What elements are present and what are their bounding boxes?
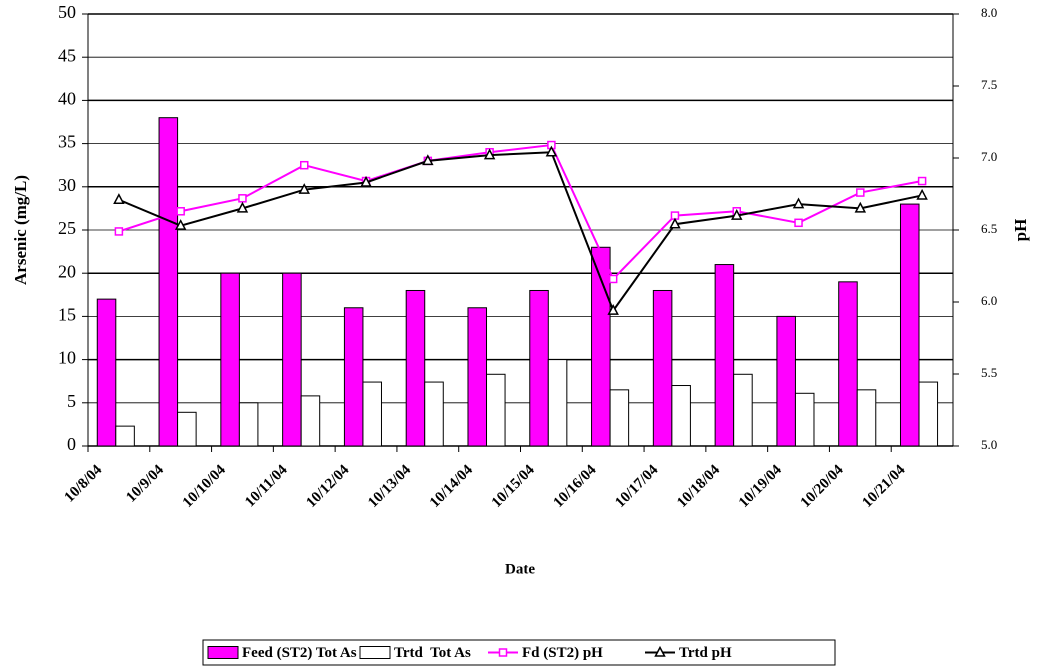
x-tick-label: 10/12/04 xyxy=(303,462,352,511)
point xyxy=(300,160,309,170)
point xyxy=(608,274,618,284)
bar xyxy=(918,381,939,447)
point xyxy=(114,227,124,236)
point xyxy=(298,183,310,194)
y-tick-label: 50 xyxy=(58,2,76,22)
x-tick-label: 10/21/04 xyxy=(859,462,908,511)
x-tick-label: 10/13/04 xyxy=(365,462,414,511)
bar xyxy=(486,373,506,447)
bar xyxy=(529,289,549,447)
legend-swatch xyxy=(207,646,239,659)
bar xyxy=(856,389,877,447)
x-tick-label: 10/10/04 xyxy=(180,462,229,511)
x-tick-label: 10/14/04 xyxy=(427,462,476,511)
x-tick-label: 10/15/04 xyxy=(489,462,538,511)
bar xyxy=(671,385,691,447)
x-tick-label: 10/11/04 xyxy=(242,462,291,511)
y2-tick-label: 6.5 xyxy=(981,221,997,236)
legend-label: Trtd Tot As xyxy=(394,645,471,661)
bar xyxy=(591,246,611,447)
point xyxy=(856,188,865,197)
bar xyxy=(424,381,444,447)
y-tick-label: 40 xyxy=(58,89,76,109)
point xyxy=(176,207,185,216)
bar xyxy=(776,315,796,447)
point xyxy=(792,197,805,209)
y2-tick-label: 7.5 xyxy=(981,77,997,92)
point xyxy=(422,154,434,166)
y2-tick-label: 6.0 xyxy=(981,293,997,308)
bar xyxy=(300,395,321,447)
y-tick-label: 30 xyxy=(58,175,76,195)
bar xyxy=(220,272,240,447)
bar xyxy=(547,359,568,447)
y-tick-label: 25 xyxy=(58,218,76,238)
bar xyxy=(343,307,364,447)
line xyxy=(118,151,923,313)
point xyxy=(917,176,927,186)
point xyxy=(174,219,187,230)
y-tick-label: 20 xyxy=(58,261,76,281)
y2-tick-label: 8.0 xyxy=(981,5,997,20)
point xyxy=(854,201,867,213)
y2-tick-label: 7.0 xyxy=(981,149,997,164)
point xyxy=(545,145,558,157)
point xyxy=(794,218,803,228)
x-tick-label: 10/17/04 xyxy=(612,462,661,511)
legend-label: Feed (ST2) Tot As xyxy=(242,645,357,661)
point xyxy=(916,188,928,200)
legend-label: Trtd pH xyxy=(679,645,732,661)
x-tick-label: 10/8/04 xyxy=(62,462,106,506)
legend-box xyxy=(202,639,836,666)
bar xyxy=(467,307,488,447)
bar xyxy=(652,289,673,447)
bar xyxy=(733,373,753,447)
point xyxy=(654,645,666,657)
x-axis-title: Date xyxy=(505,561,535,577)
bar xyxy=(177,411,197,447)
bar xyxy=(96,298,117,447)
point xyxy=(238,194,247,203)
bar xyxy=(158,117,179,447)
y-tick-label: 45 xyxy=(58,45,76,65)
bar xyxy=(838,281,858,447)
y-tick-label: 5 xyxy=(67,391,76,411)
x-tick-label: 10/18/04 xyxy=(674,462,723,511)
x-tick-label: 10/9/04 xyxy=(123,462,167,506)
point xyxy=(236,201,249,213)
bar xyxy=(899,203,920,447)
bar xyxy=(405,289,426,447)
point xyxy=(498,648,508,657)
x-tick-label: 10/16/04 xyxy=(551,462,600,511)
bar xyxy=(609,389,630,447)
bar xyxy=(362,381,382,447)
y2-tick-label: 5.5 xyxy=(981,365,997,380)
legend-label: Fd (ST2) pH xyxy=(522,645,603,661)
bar xyxy=(115,425,135,447)
legend-swatch xyxy=(359,646,391,659)
bar xyxy=(282,272,302,447)
y2-tick-label: 5.0 xyxy=(981,437,997,452)
line xyxy=(118,143,923,281)
y-axis-title: Arsenic (mg/L) xyxy=(11,175,30,285)
y-tick-label: 10 xyxy=(58,348,76,368)
x-tick-label: 10/20/04 xyxy=(798,462,847,511)
point xyxy=(483,148,496,160)
y-tick-label: 0 xyxy=(67,434,76,454)
y-tick-label: 15 xyxy=(58,305,76,325)
point xyxy=(731,208,743,220)
bar xyxy=(238,402,259,447)
point xyxy=(113,193,125,205)
point xyxy=(669,217,681,229)
x-tick-label: 10/19/04 xyxy=(736,462,785,511)
point xyxy=(607,304,619,315)
bar xyxy=(794,392,815,447)
bar xyxy=(714,264,735,447)
y2-axis-title: pH xyxy=(1011,219,1030,242)
y-tick-label: 35 xyxy=(58,132,76,152)
point xyxy=(360,175,372,187)
